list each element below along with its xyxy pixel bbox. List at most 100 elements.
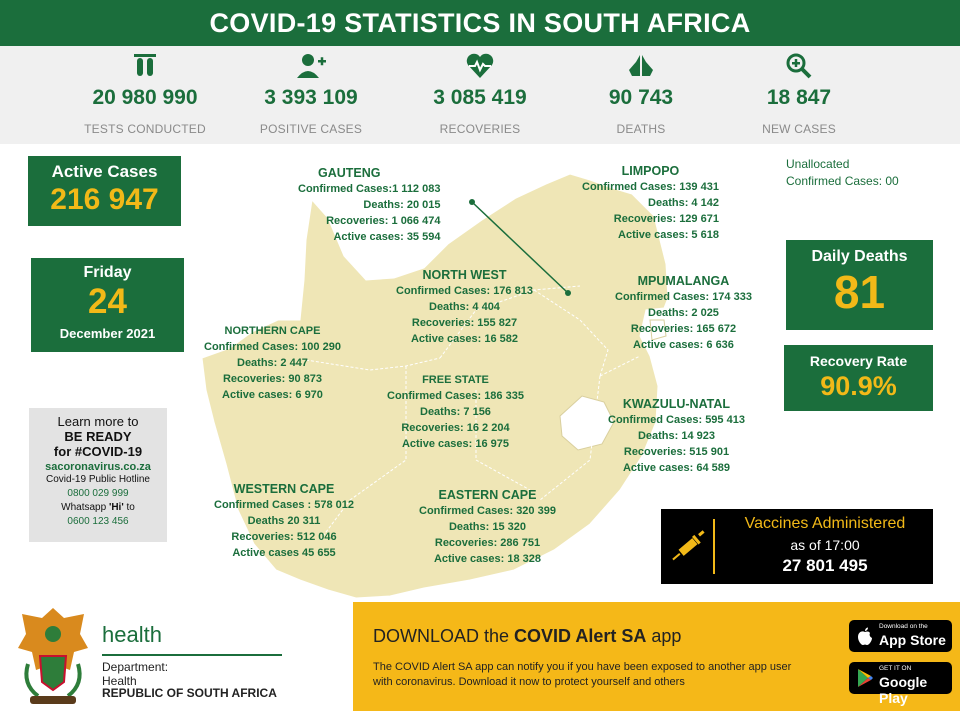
hotline-label: Covid-19 Public Hotline <box>46 474 150 485</box>
praying-hands-icon <box>629 55 653 76</box>
province-active: Active cases: 6 636 <box>633 339 734 351</box>
province-recoveries: Recoveries: 286 751 <box>434 537 541 549</box>
stat-tests: 20 980 990 TESTS CONDUCTED <box>60 46 230 144</box>
vaccines-box: Vaccines Administered as of 17:00 27 801… <box>661 509 933 584</box>
province-active: Active cases: 5 618 <box>618 229 719 241</box>
province-deaths: Deaths: 14 923 <box>637 430 715 442</box>
app-heading-bold: COVID Alert SA <box>514 626 647 646</box>
vaccines-divider <box>713 519 715 574</box>
gauteng-pointer-dot <box>469 199 475 205</box>
app-store-small: Download on the <box>879 623 928 630</box>
department-line2: Health <box>102 674 137 688</box>
stat-value: 3 393 109 <box>264 86 358 109</box>
daily-deaths-box: Daily Deaths 81 <box>786 240 933 330</box>
province-recoveries: Recoveries: 515 901 <box>623 446 730 458</box>
app-banner-text: The COVID Alert SA app can notify you if… <box>373 661 792 688</box>
active-cases-box: Active Cases 216 947 <box>28 156 181 226</box>
province-recoveries: Recoveries: 90 873 <box>222 373 323 385</box>
vaccines-asof: as of 17:00 <box>790 537 860 553</box>
province-mpumalanga: MPUMALANGA Confirmed Cases: 174 333 Deat… <box>615 273 752 353</box>
whatsapp-post: to <box>123 502 135 513</box>
province-western-cape: WESTERN CAPE Confirmed Cases : 578 012 D… <box>214 481 354 561</box>
stat-value: 90 743 <box>608 86 674 109</box>
province-name: MPUMALANGA <box>637 274 730 288</box>
province-deaths: Deaths: 4 142 <box>648 197 719 209</box>
date-month-year: December 2021 <box>59 326 156 341</box>
province-active: Active cases: 16 582 <box>410 333 518 345</box>
province-deaths: Deaths 20 311 <box>247 515 321 527</box>
stat-value: 18 847 <box>766 86 832 109</box>
unallocated-line2: Confirmed Cases: 00 <box>786 174 899 188</box>
app-heading-post: app <box>646 626 682 646</box>
google-play-small: GET IT ON <box>879 665 912 672</box>
logo-divider <box>102 654 282 656</box>
province-borders <box>305 285 641 541</box>
province-recoveries: Recoveries: 16 2 204 <box>401 422 510 434</box>
province-active: Active cases: 35 594 <box>333 231 441 243</box>
whatsapp-line: Whatsapp 'Hi' to <box>29 501 167 515</box>
stat-label: RECOVERIES <box>439 122 521 136</box>
recovery-rate-label: Recovery Rate <box>809 353 908 369</box>
page-title: COVID-19 STATISTICS IN SOUTH AFRICA <box>0 0 960 46</box>
province-deaths: Deaths: 20 015 <box>363 199 441 211</box>
gauteng-location-dot <box>565 290 571 296</box>
department-text: Department: Health <box>102 660 168 688</box>
daily-deaths-label: Daily Deaths <box>811 248 908 265</box>
google-play-icon <box>858 669 873 687</box>
province-north-west: NORTH WEST Confirmed Cases: 176 813 Deat… <box>396 267 533 347</box>
covid-alert-app-banner: DOWNLOAD the COVID Alert SA app The COVI… <box>353 602 960 711</box>
province-active: Active cases: 18 328 <box>433 553 541 565</box>
province-active: Active cases: 64 589 <box>622 462 730 474</box>
province-name: NORTHERN CAPE <box>224 325 321 337</box>
hotline-number: 0800 029 999 <box>67 488 129 499</box>
province-deaths: Deaths: 7 156 <box>420 406 491 418</box>
learn-line3: for #COVID-19 <box>53 444 143 459</box>
province-name: GAUTENG <box>317 166 381 180</box>
province-recoveries: Recoveries: 512 046 <box>231 531 337 543</box>
province-eastern-cape: EASTERN CAPE Confirmed Cases: 320 399 De… <box>419 487 556 567</box>
province-name: WESTERN CAPE <box>233 482 335 496</box>
province-name: LIMPOPO <box>621 164 680 178</box>
syringe-icon <box>672 530 705 561</box>
google-play-button[interactable]: GET IT ON Google Play <box>849 662 952 706</box>
south-africa-outline <box>201 173 669 599</box>
active-cases-value: 216 947 <box>50 183 159 216</box>
republic-text: REPUBLIC OF SOUTH AFRICA <box>102 686 277 700</box>
stat-value: 3 085 419 <box>433 86 527 109</box>
date-weekday: Friday <box>83 264 132 281</box>
province-recoveries: Recoveries: 1 066 474 <box>326 215 441 227</box>
province-recoveries: Recoveries: 129 671 <box>613 213 719 225</box>
learn-line1: Learn more to <box>57 414 139 429</box>
stat-recoveries: 3 085 419 RECOVERIES <box>395 46 565 144</box>
province-confirmed: Confirmed Cases : 578 012 <box>214 499 355 511</box>
province-confirmed: Confirmed Cases: 320 399 <box>419 505 556 517</box>
active-cases-label: Active Cases <box>51 162 158 181</box>
stat-positive: 3 393 109 POSITIVE CASES <box>226 46 396 144</box>
stat-label: TESTS CONDUCTED <box>84 122 206 136</box>
magnify-plus-icon <box>786 53 812 79</box>
province-active: Active cases: 6 970 <box>222 389 323 401</box>
learn-more-box: Learn more to BE READY for #COVID-19 sac… <box>29 408 167 542</box>
app-store-big: App Store <box>879 632 946 648</box>
stat-deaths: 90 743 DEATHS <box>556 46 726 144</box>
south-africa-map <box>201 173 669 599</box>
coat-of-arms-icon <box>18 608 88 704</box>
learn-website-link[interactable]: sacoronavirus.co.za <box>45 461 151 473</box>
app-store-button[interactable]: Download on the App Store <box>849 620 952 652</box>
eswatini <box>649 319 667 341</box>
province-name: NORTH WEST <box>422 268 507 282</box>
department-line1: Department: <box>102 660 169 674</box>
heart-pulse-icon <box>466 53 494 78</box>
stat-label: DEATHS <box>616 122 666 136</box>
province-deaths: Deaths: 15 320 <box>448 521 526 533</box>
unallocated-note: Unallocated Confirmed Cases: 00 <box>786 156 899 190</box>
date-day: 24 <box>88 282 127 321</box>
stats-band: 20 980 990 TESTS CONDUCTED 3 393 109 POS… <box>0 46 960 144</box>
app-heading-pre: DOWNLOAD the <box>373 626 515 646</box>
unallocated-line1: Unallocated <box>786 157 850 171</box>
province-deaths: Deaths: 2 447 <box>237 357 308 369</box>
stat-value: 20 980 990 <box>92 86 198 109</box>
department-of-health-logo: health Department: Health REPUBLIC OF SO… <box>14 604 344 712</box>
province-limpopo: LIMPOPO Confirmed Cases: 139 431 Deaths:… <box>582 163 719 243</box>
province-recoveries: Recoveries: 165 672 <box>630 323 737 335</box>
